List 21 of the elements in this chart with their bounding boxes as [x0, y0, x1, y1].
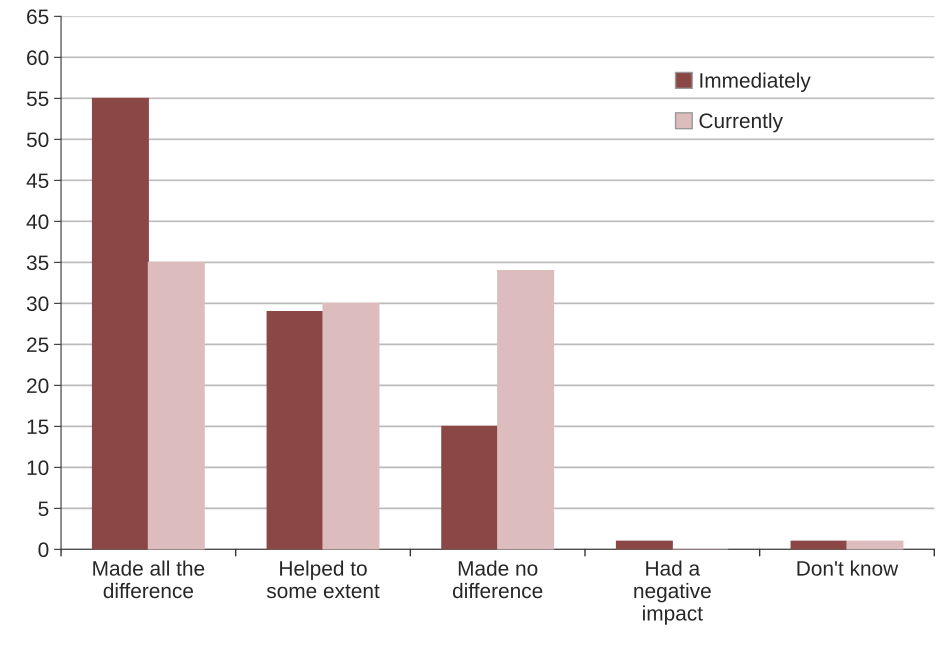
x-tick-label: Had a negative impact — [634, 560, 711, 625]
legend-label: Currently — [700, 112, 783, 132]
y-tick-label: 60 — [27, 50, 48, 66]
legend-label: Immediately — [700, 72, 811, 92]
y-tick-label: 15 — [28, 420, 48, 434]
y-tick-label: 25 — [27, 337, 48, 352]
y-tick-label: 65 — [27, 9, 48, 24]
y-tick-label: 5 — [38, 502, 48, 516]
y-tick-label: 50 — [26, 132, 48, 148]
y-tick-label: 35 — [26, 255, 48, 270]
y-tick-label: 55 — [26, 92, 48, 106]
y-tick-label: 20 — [27, 378, 48, 394]
y-tick-label: 30 — [26, 296, 48, 312]
x-tick-label: Helped to some extent — [266, 560, 380, 598]
y-tick-label: 0 — [38, 542, 48, 558]
y-tick-label: 45 — [26, 174, 48, 188]
y-tick-label: 40 — [26, 214, 48, 230]
y-tick-label: 10 — [28, 460, 48, 476]
x-tick-label: Made no difference — [452, 560, 542, 598]
x-tick-label: Don't know — [797, 560, 898, 576]
x-tick-label: Made all the difference — [93, 560, 204, 598]
